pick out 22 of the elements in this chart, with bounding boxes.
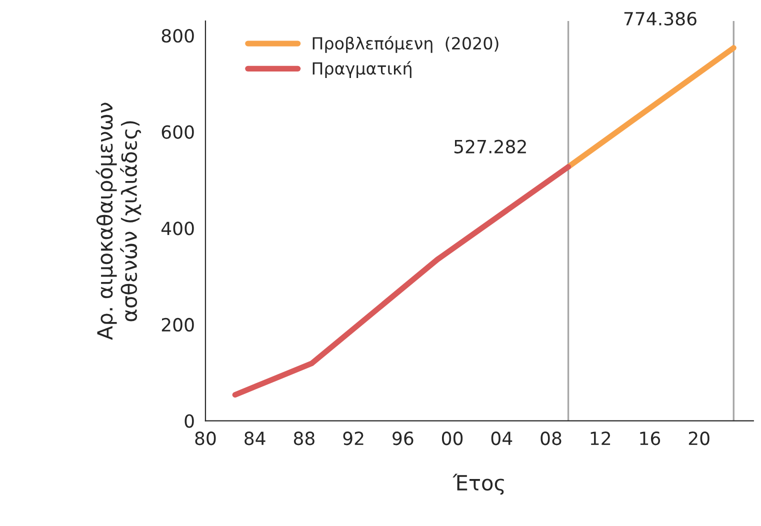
legend-label: Προβλεπόμενη (2020)	[312, 36, 498, 53]
x-tick-label: 04	[491, 432, 512, 446]
y-tick-label: 600	[162, 125, 194, 139]
x-tick-label: 00	[442, 432, 463, 446]
x-tick-label: 20	[688, 432, 710, 446]
x-tick-label: 92	[343, 432, 364, 446]
annotation: 774.386	[624, 12, 696, 26]
x-tick-label: 08	[540, 432, 562, 446]
x-axis-title: Έτος	[452, 474, 504, 495]
x-tick-label: 96	[392, 432, 414, 446]
x-tick-label: 88	[294, 432, 314, 446]
annotation: 527.282	[454, 140, 526, 154]
x-tick-label: 12	[590, 432, 610, 445]
y-tick-label: 800	[162, 28, 194, 43]
y-tick-label: 0	[184, 414, 194, 428]
y-tick-label: 200	[162, 318, 194, 332]
y-axis-title: Αρ. αιμοκαθαιρόμενων ασθενών (χιλιάδες)	[96, 102, 142, 340]
legend-label: Πραγματική	[312, 61, 412, 78]
x-tick-label: 84	[244, 432, 266, 446]
x-tick-label: 16	[640, 432, 660, 446]
x-tick-label: 80	[195, 432, 216, 446]
y-tick-label: 400	[161, 222, 194, 236]
